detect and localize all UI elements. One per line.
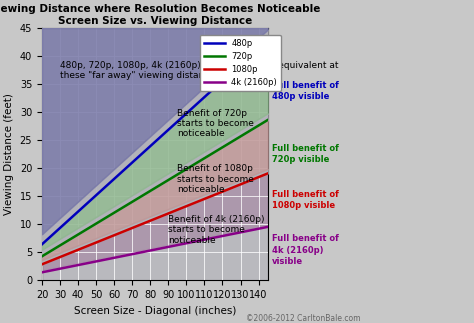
4k (2160p) bbox=[224, 233, 230, 237]
Line: 4k (2160p): 4k (2160p) bbox=[42, 227, 268, 272]
480p bbox=[39, 242, 45, 246]
4k (2160p) bbox=[161, 246, 167, 250]
4k (2160p) bbox=[146, 249, 152, 253]
1080p bbox=[39, 262, 45, 266]
Line: 1080p: 1080p bbox=[42, 173, 268, 264]
Line: 720p: 720p bbox=[42, 120, 268, 256]
1080p bbox=[259, 174, 265, 178]
720p bbox=[161, 181, 167, 184]
Text: Full benefit of
4k (2160p)
visible: Full benefit of 4k (2160p) visible bbox=[272, 234, 339, 266]
Text: Benefit of 4k (2160p)
starts to become
noticeable: Benefit of 4k (2160p) starts to become n… bbox=[168, 215, 265, 245]
480p bbox=[259, 43, 265, 47]
720p bbox=[39, 255, 45, 258]
480p bbox=[161, 132, 167, 136]
Y-axis label: Viewing Distance (feet): Viewing Distance (feet) bbox=[4, 93, 14, 215]
720p bbox=[224, 143, 230, 147]
720p bbox=[146, 190, 152, 193]
4k (2160p) bbox=[265, 225, 271, 229]
4k (2160p) bbox=[39, 270, 45, 274]
Legend: 480p, 720p, 1080p, 4k (2160p): 480p, 720p, 1080p, 4k (2160p) bbox=[200, 35, 281, 91]
1080p bbox=[265, 172, 271, 175]
480p bbox=[146, 145, 152, 149]
Title: Viewing Distance where Resolution Becomes Noticeable
Screen Size vs. Viewing Dis: Viewing Distance where Resolution Become… bbox=[0, 4, 320, 26]
Text: Full benefit of
1080p visible: Full benefit of 1080p visible bbox=[272, 190, 339, 210]
1080p bbox=[147, 219, 153, 223]
Text: Benefit of 1080p
starts to become
noticeable: Benefit of 1080p starts to become notice… bbox=[177, 164, 254, 194]
480p bbox=[147, 144, 153, 148]
4k (2160p) bbox=[147, 248, 153, 252]
4k (2160p) bbox=[259, 226, 265, 230]
720p bbox=[147, 189, 153, 193]
1080p bbox=[146, 219, 152, 223]
Text: 480p, 720p, 1080p, 4k (2160p) all appear to be equivalent at
these "far away" vi: 480p, 720p, 1080p, 4k (2160p) all appear… bbox=[60, 61, 338, 80]
X-axis label: Screen Size - Diagonal (inches): Screen Size - Diagonal (inches) bbox=[73, 306, 236, 316]
1080p bbox=[224, 188, 230, 192]
720p bbox=[265, 118, 271, 122]
480p bbox=[265, 38, 271, 42]
480p bbox=[224, 75, 230, 78]
Text: ©2006-2012 CarltonBale.com: ©2006-2012 CarltonBale.com bbox=[246, 314, 361, 323]
Text: Full benefit of
720p visible: Full benefit of 720p visible bbox=[272, 144, 339, 164]
720p bbox=[173, 173, 179, 177]
Text: Full benefit of
480p visible: Full benefit of 480p visible bbox=[272, 81, 339, 101]
1080p bbox=[173, 208, 179, 212]
Line: 480p: 480p bbox=[42, 40, 268, 244]
Text: Benefit of 720p
starts to become
noticeable: Benefit of 720p starts to become noticea… bbox=[177, 109, 254, 139]
480p bbox=[173, 121, 179, 125]
4k (2160p) bbox=[173, 243, 179, 247]
720p bbox=[259, 121, 265, 125]
1080p bbox=[161, 213, 167, 217]
